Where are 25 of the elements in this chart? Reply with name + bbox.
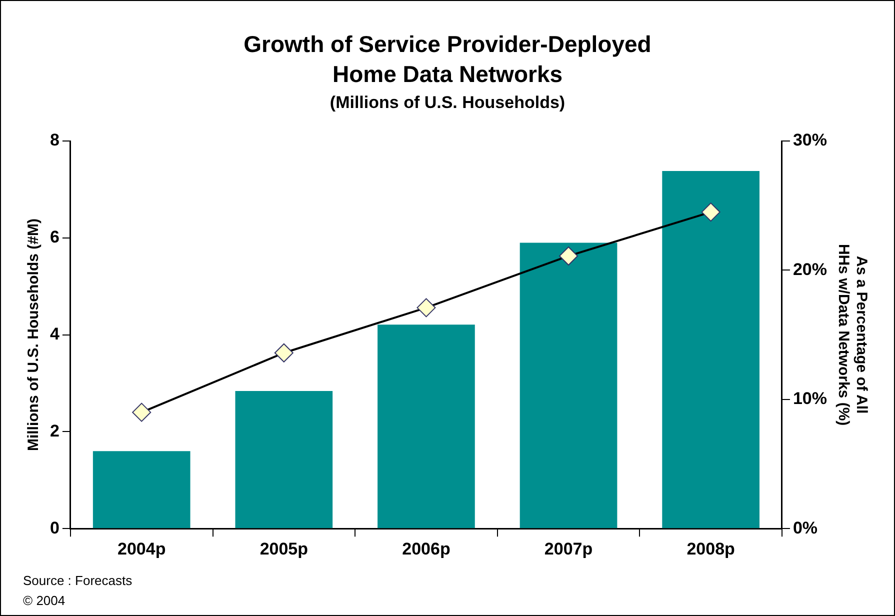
y-tick-label: 2 [50, 421, 60, 440]
chart-title: Growth of Service Provider-Deployed Home Data Networks [242, 30, 652, 89]
y2-tick-label: 30% [792, 130, 828, 150]
bar [92, 451, 190, 528]
y2-tick-label: 10% [792, 389, 828, 408]
y2-tick-label: 20% [792, 260, 828, 279]
x-tick-label: 2006p [402, 539, 450, 558]
x-tick-label: 2008p [686, 539, 735, 558]
y-tick-label: 4 [50, 324, 60, 344]
y-tick-label: 8 [50, 130, 60, 150]
bar [520, 242, 618, 528]
x-tick-label: 2007p [544, 539, 593, 558]
y2-axis-title: As a Percentage of All HHs w/Data Networks (%) [834, 244, 870, 426]
text: © 2004 [23, 592, 66, 610]
bar [378, 324, 475, 528]
y-axis-title: Millions of U.S. Households (#M) [25, 218, 42, 452]
y-tick-label: 0 [50, 518, 60, 538]
source-note: Source : Forecasts [23, 572, 132, 590]
y2-tick-label: 0% [792, 518, 818, 538]
x-tick-label: 2005p [260, 539, 308, 558]
y-tick-label: 6 [50, 228, 60, 247]
chart-subtitle: (Millions of U.S. Households) [328, 93, 566, 113]
bar [662, 171, 760, 528]
bar [235, 391, 333, 528]
x-tick-label: 2004p [118, 539, 166, 558]
